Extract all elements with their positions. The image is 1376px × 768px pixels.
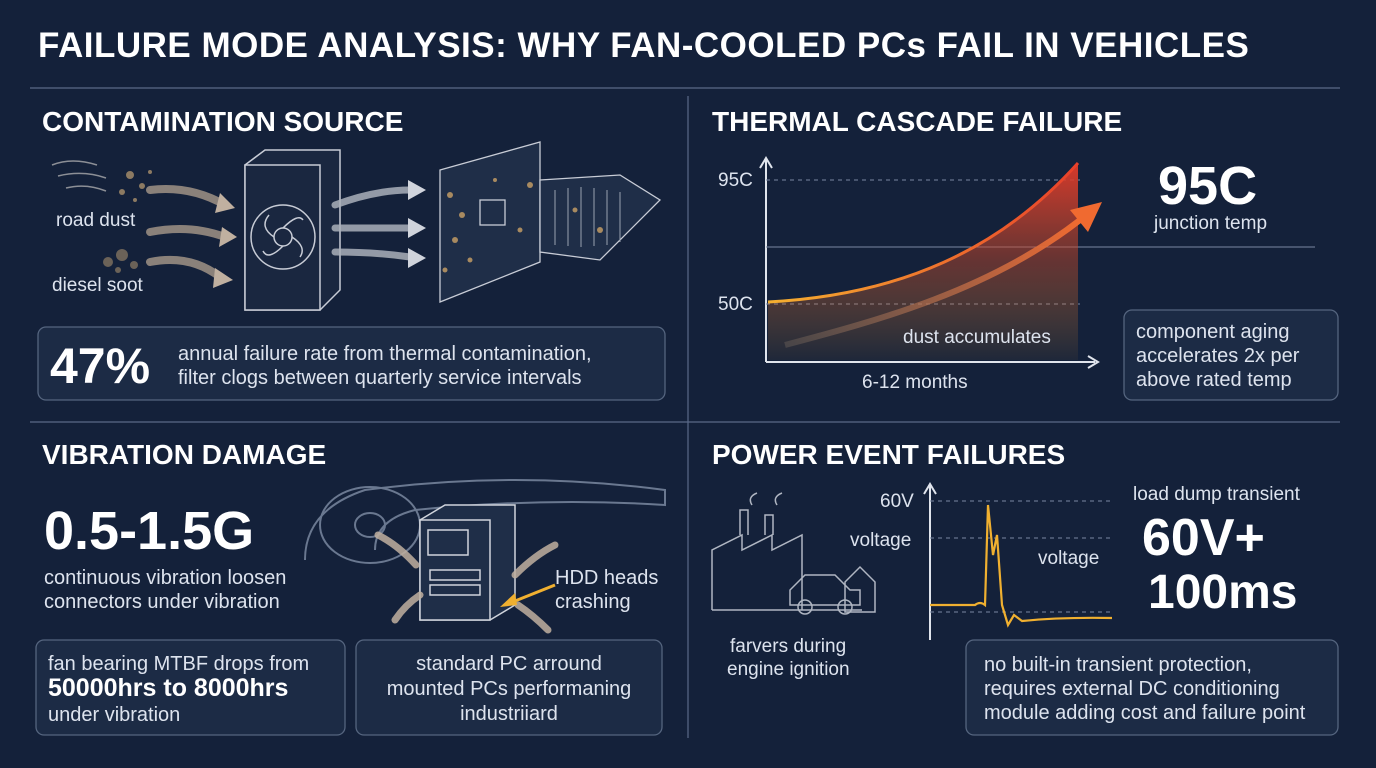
stat-text: continuous vibration loosen <box>44 567 287 589</box>
note: no built-in transient protection, <box>984 654 1252 676</box>
axis-label: 6-12 months <box>862 372 968 393</box>
stat: 60V+ <box>1142 509 1265 567</box>
axis-label: voltage <box>850 530 912 551</box>
callout: crashing <box>555 591 631 613</box>
label: road dust <box>56 210 136 231</box>
axis-label: 95C <box>718 170 753 191</box>
scene-caption: engine ignition <box>727 659 850 680</box>
note: above rated temp <box>1136 369 1292 391</box>
box-text: standard PC arround <box>416 653 602 675</box>
panel-title: VIBRATION DAMAGE <box>42 439 327 470</box>
stat: 0.5-1.5G <box>44 501 255 561</box>
panel-title: THERMAL CASCADE FAILURE <box>712 106 1123 137</box>
box-text: mounted PCs performaning <box>386 678 632 700</box>
note: component aging <box>1136 321 1290 343</box>
stat-text: filter clogs between quarterly service i… <box>178 367 582 389</box>
note: requires external DC conditioning <box>984 678 1280 700</box>
stat: 100ms <box>1148 566 1298 619</box>
stat-text: connectors under vibration <box>44 591 280 613</box>
page-title: FAILURE MODE ANALYSIS: WHY FAN-COOLED PC… <box>38 26 1250 65</box>
callout: HDD heads <box>555 567 659 589</box>
note: module adding cost and failure point <box>984 702 1306 724</box>
stat: 95C <box>1158 156 1258 216</box>
label: diesel soot <box>52 275 143 296</box>
panel-title: CONTAMINATION SOURCE <box>42 106 404 137</box>
box-text: industriiard <box>460 703 558 725</box>
stat-text: annual failure rate from thermal contami… <box>178 343 592 365</box>
stat: 47% <box>50 338 151 394</box>
panel-title: POWER EVENT FAILURES <box>712 439 1066 470</box>
curve-label: dust accumulates <box>903 327 1051 348</box>
stat-caption: junction temp <box>1154 213 1268 234</box>
box-text: under vibration <box>48 704 181 726</box>
box-text: fan bearing MTBF drops from <box>48 653 310 675</box>
trace-label: voltage <box>1038 548 1100 569</box>
stat-caption: load dump transient <box>1133 484 1300 505</box>
scene-caption: farvers during <box>730 636 847 657</box>
axis-label: 60V <box>880 491 914 512</box>
axis-label: 50C <box>718 294 753 315</box>
box-stat: 50000hrs to 8000hrs <box>48 674 289 702</box>
note: accelerates 2x per <box>1136 345 1300 367</box>
